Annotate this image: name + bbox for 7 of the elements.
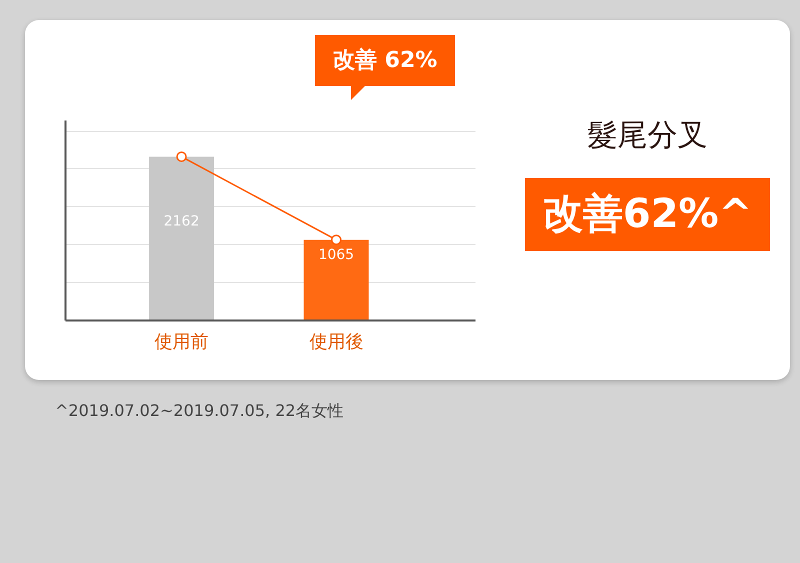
text: 改善 62% <box>315 35 456 86</box>
text: 改善62%^ <box>525 178 770 251</box>
text: ^2019.07.02~2019.07.05, 22名女性 <box>55 400 344 422</box>
data-label: 1065 <box>318 246 354 263</box>
text: 髮尾分叉 <box>586 117 708 155</box>
x-tick-label: 使用後 <box>309 332 364 352</box>
x-tick-label: 使用前 <box>154 332 209 352</box>
